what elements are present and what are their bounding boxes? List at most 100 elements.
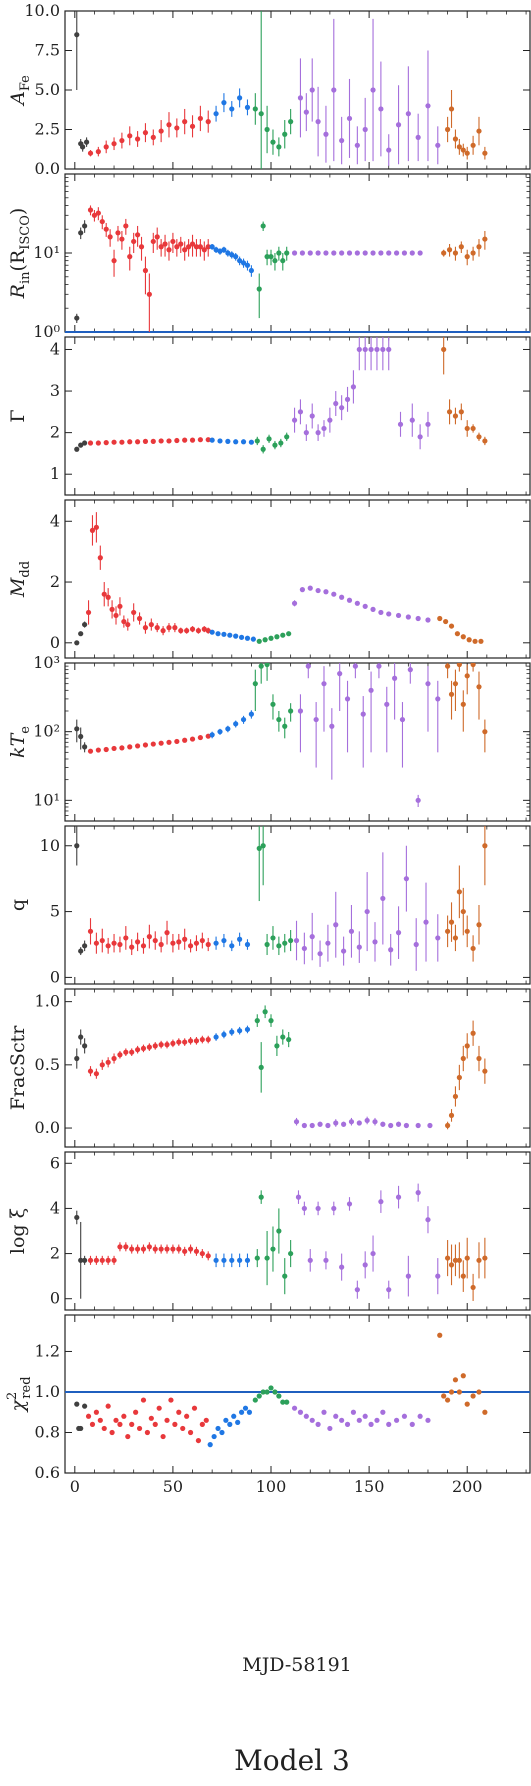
data-point [176, 1039, 182, 1045]
axes-frame [64, 1314, 531, 1474]
data-point [362, 126, 368, 133]
data-point [129, 944, 135, 950]
data-point [225, 438, 231, 444]
data-point [460, 147, 466, 153]
data-point [164, 1417, 170, 1423]
data-point [435, 142, 441, 148]
data-point [282, 940, 288, 946]
data-point [299, 587, 306, 593]
data-point [441, 250, 447, 256]
data-point [268, 1018, 274, 1024]
data-point [254, 1255, 260, 1261]
data-point [178, 241, 184, 247]
data-point [105, 594, 111, 600]
data-point [464, 673, 470, 679]
y-tick-label: 1.0 [35, 1382, 60, 1401]
data-point [448, 1262, 455, 1268]
data-point [209, 244, 215, 250]
data-point [456, 144, 462, 150]
y-axis-label: FracSctr [7, 1025, 29, 1111]
y-tick-label: 2 [50, 1244, 60, 1263]
data-point [295, 1194, 302, 1200]
y-tick-label: 5 [50, 902, 60, 921]
data-point [237, 258, 243, 264]
axes-frame [64, 988, 531, 1148]
data-point [142, 438, 149, 444]
data-point [256, 638, 262, 644]
data-point [448, 1389, 455, 1395]
data-point [205, 1036, 211, 1043]
y-axis-label: Mdd [7, 561, 33, 598]
data-point [117, 1421, 123, 1427]
data-point [364, 908, 370, 915]
data-point [280, 1399, 286, 1405]
data-point [437, 1332, 443, 1338]
data-point [146, 1244, 152, 1250]
data-point [270, 139, 276, 145]
data-point [205, 119, 211, 125]
data-point [182, 437, 188, 443]
data-point [401, 250, 408, 256]
panel-6: 0 5 10 q [7, 825, 531, 986]
data-point [237, 1028, 243, 1034]
data-point [213, 1257, 219, 1263]
data-point [409, 1421, 415, 1427]
data-point [240, 716, 247, 723]
y-tick-label: 10¹ [33, 243, 60, 262]
data-point [113, 1417, 119, 1423]
data-point [82, 943, 88, 949]
y-tick-label: 10² [33, 722, 60, 741]
data-point [221, 1257, 227, 1263]
data-point [229, 943, 235, 949]
data-point [127, 133, 133, 139]
data-point [107, 234, 113, 240]
data-point [346, 597, 353, 603]
data-point [464, 1043, 470, 1049]
data-point [89, 527, 96, 533]
axes-frame [64, 173, 531, 333]
data-point [260, 446, 266, 452]
y-axis-label: AFe [7, 75, 33, 107]
x-tick-label: 150 [354, 1477, 385, 1496]
data-point [282, 1273, 288, 1279]
y-tick-label: 10¹ [33, 790, 60, 809]
data-point [470, 425, 476, 432]
data-point [164, 930, 170, 936]
data-point [464, 1255, 470, 1261]
data-point [339, 1264, 345, 1270]
data-point [134, 1047, 141, 1053]
data-point [307, 585, 313, 591]
data-point [197, 734, 203, 741]
data-point [415, 1190, 421, 1196]
data-point [89, 1421, 96, 1427]
data-point [368, 346, 374, 353]
data-point [446, 409, 453, 415]
data-point [82, 1257, 88, 1263]
data-point [168, 1397, 174, 1403]
data-point [182, 119, 188, 125]
data-point [350, 1409, 357, 1415]
data-point [356, 1120, 362, 1126]
data-point [352, 663, 358, 669]
data-point [123, 1049, 129, 1055]
data-point [101, 1425, 107, 1432]
data-point [91, 212, 98, 218]
data-point [121, 1413, 127, 1419]
data-point [176, 939, 182, 945]
data-point [405, 111, 411, 117]
data-point [148, 621, 154, 628]
data-point [258, 663, 264, 669]
data-point [303, 1413, 309, 1419]
data-point [356, 346, 362, 353]
data-point [244, 262, 251, 268]
y-tick-label: 0 [50, 967, 60, 986]
axes-frame [64, 825, 531, 985]
data-point [252, 106, 258, 112]
data-point [452, 681, 459, 687]
data-point [288, 937, 294, 944]
data-point [233, 633, 239, 639]
data-point [384, 701, 390, 707]
data-points [74, 1183, 488, 1301]
data-point [150, 438, 156, 444]
data-point [331, 1205, 337, 1212]
